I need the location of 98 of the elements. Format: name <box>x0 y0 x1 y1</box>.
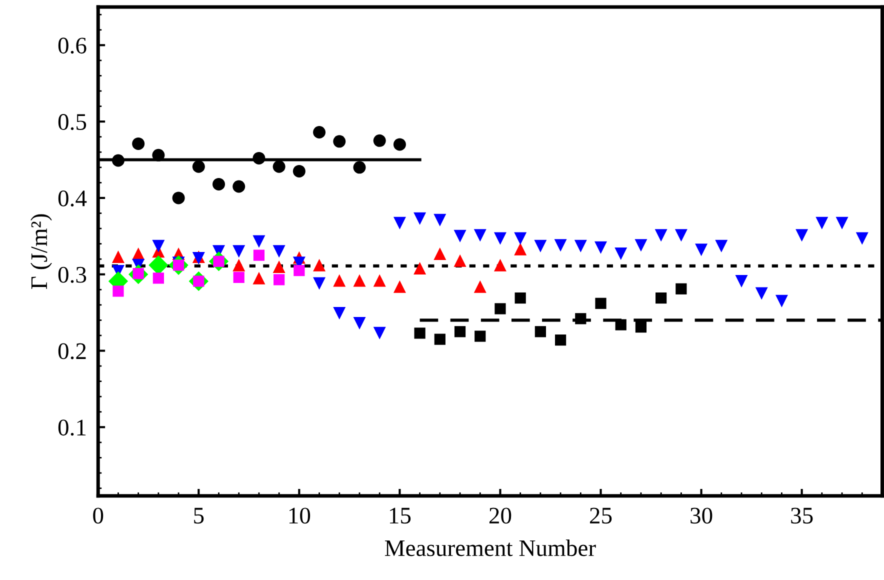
point <box>274 274 285 286</box>
point <box>294 264 305 276</box>
point <box>615 319 626 330</box>
point <box>313 277 326 290</box>
point <box>534 326 546 338</box>
point <box>414 212 426 225</box>
point <box>232 180 246 193</box>
y-tick-label: 0.4 <box>58 190 87 206</box>
point <box>635 322 647 333</box>
point <box>434 247 446 260</box>
x-tick-label: 15 <box>390 508 411 524</box>
point <box>373 134 386 147</box>
point <box>313 258 326 272</box>
point <box>554 334 566 346</box>
point <box>393 138 406 151</box>
y-axis-title: Γ (J/m²) <box>30 214 52 289</box>
point <box>434 334 446 345</box>
point <box>634 239 648 252</box>
point <box>654 229 668 242</box>
point <box>434 214 446 226</box>
point <box>172 192 185 204</box>
x-tick-label: 25 <box>590 508 612 524</box>
point <box>474 330 486 342</box>
y-tick-label: 0.1 <box>58 420 86 436</box>
point <box>674 229 688 242</box>
point <box>494 232 506 245</box>
point <box>735 274 748 288</box>
point <box>836 216 848 230</box>
point <box>292 164 306 178</box>
point <box>152 272 164 284</box>
point <box>414 328 426 339</box>
point <box>232 258 246 272</box>
point <box>353 316 366 330</box>
point <box>554 239 567 252</box>
point <box>253 250 265 261</box>
point <box>534 240 547 252</box>
y-tick-label: 0.6 <box>58 38 86 54</box>
point <box>755 287 768 300</box>
point <box>313 126 326 138</box>
point <box>393 216 406 230</box>
point <box>333 135 346 148</box>
point <box>454 326 466 338</box>
point <box>373 274 386 287</box>
point <box>454 254 466 267</box>
point <box>232 245 246 258</box>
point <box>212 178 226 190</box>
point <box>695 244 708 256</box>
point <box>474 280 486 293</box>
point <box>494 303 506 314</box>
point <box>112 250 124 264</box>
x-tick-label: 20 <box>489 508 512 524</box>
x-tick-label: 35 <box>791 508 813 524</box>
point <box>272 160 286 173</box>
point <box>514 232 527 245</box>
x-tick-label: 5 <box>194 508 204 524</box>
point <box>676 283 687 294</box>
x-tick-label: 30 <box>690 508 712 524</box>
point <box>474 229 486 242</box>
point <box>333 274 346 287</box>
point <box>514 242 527 256</box>
y-tick-label: 0.5 <box>58 114 86 130</box>
point <box>152 240 165 252</box>
point <box>112 286 124 297</box>
point <box>152 148 165 162</box>
point <box>353 274 366 287</box>
y-tick-label: 0.3 <box>58 266 86 283</box>
point <box>252 272 266 284</box>
point <box>252 152 266 164</box>
point <box>595 298 606 309</box>
point <box>192 160 205 173</box>
point <box>414 262 426 274</box>
point <box>252 235 266 248</box>
point <box>494 258 506 272</box>
point <box>856 232 868 245</box>
point <box>353 161 366 174</box>
point <box>373 326 386 340</box>
point <box>272 245 286 258</box>
point <box>816 216 828 230</box>
point <box>333 307 346 320</box>
x-tick-label: 10 <box>289 508 310 524</box>
point <box>715 240 728 252</box>
point <box>454 230 466 242</box>
point <box>514 292 526 304</box>
point <box>112 154 124 167</box>
point <box>594 241 608 254</box>
point <box>796 229 808 242</box>
point <box>575 313 586 324</box>
point <box>393 280 406 293</box>
x-axis-title: Measurement Number <box>384 540 596 556</box>
point <box>775 294 788 308</box>
point <box>656 292 667 304</box>
point <box>574 240 587 252</box>
point <box>132 137 145 150</box>
x-tick-label: 0 <box>93 508 104 524</box>
y-tick-label: 0.2 <box>58 343 86 360</box>
point <box>614 247 628 260</box>
point <box>272 260 286 273</box>
point <box>233 272 244 283</box>
